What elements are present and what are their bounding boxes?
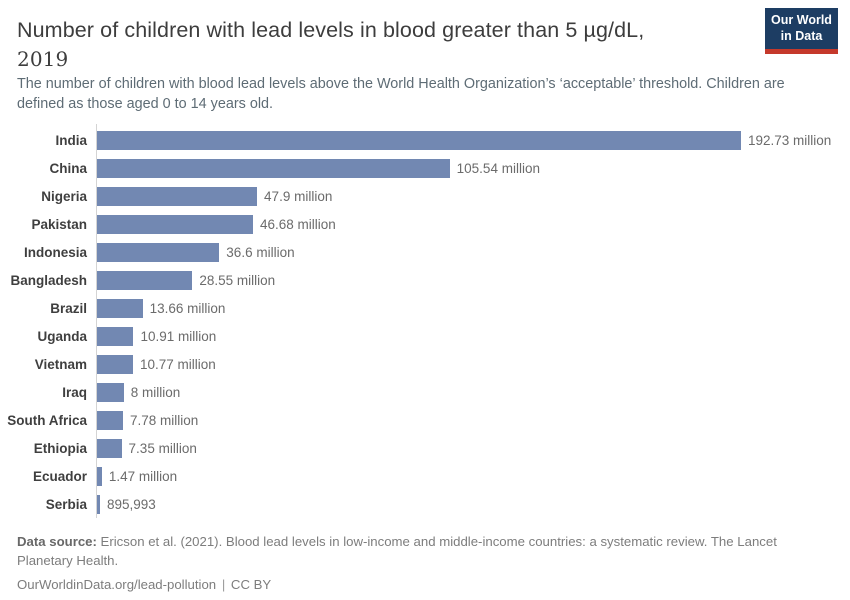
country-label: China [49,160,87,176]
value-label: 47.9 million [264,188,333,204]
bar [97,130,741,150]
value-label: 895,993 [106,496,156,512]
value-label: 36.6 million [226,244,295,260]
bar-track: 47.9 million [97,182,741,210]
bar-row: Uganda 10.91 million [0,322,850,350]
bar-row: Iraq 8 million [0,378,850,406]
value-label: 8 million [130,384,181,400]
chart-footer: Data source: Ericson et al. (2021). Bloo… [17,533,823,595]
bar-track: 192.73 million [97,126,831,154]
footer-tagline: OurWorldinData.org/lead-pollution | CC B… [17,576,823,595]
data-source-text: Ericson et al. (2021). Blood lead levels… [17,534,777,568]
value-label: 28.55 million [199,272,276,288]
bar-track: 7.35 million [97,434,741,462]
bar-track: 13.66 million [97,294,741,322]
bar-chart: India 192.73 million China 105.54 million Ni… [0,126,850,518]
bar [97,410,123,430]
bar-row: Brazil 13.66 million [0,294,850,322]
bar-row: China 105.54 million [0,154,850,182]
value-label: 7.35 million [128,440,197,456]
bar [97,382,124,402]
chart-title-year: 2019 [17,47,69,71]
bar-row: South Africa 7.78 million [0,406,850,434]
bar-track: 1.47 million [97,462,741,490]
bar-track: 105.54 million [97,154,741,182]
bar-track: 8 million [97,378,741,406]
y-axis-line [96,124,97,518]
value-label: 10.77 million [139,356,216,372]
country-label: Ecuador [32,468,87,484]
country-label: South Africa [7,412,87,428]
bar [97,494,100,514]
bar [97,326,134,346]
bar [97,270,193,290]
bar [97,186,258,206]
bar-track: 28.55 million [97,266,741,294]
chart-title: Number of children with lead levels in b… [17,16,747,74]
bar-row: Ecuador 1.47 million [0,462,850,490]
bar-track: 10.91 million [97,322,741,350]
country-label: Uganda [37,328,87,344]
owid-logo[interactable]: Our World in Data [765,8,838,54]
bar-row: Nigeria 47.9 million [0,182,850,210]
country-label: Pakistan [31,216,87,232]
country-label: Serbia [45,496,87,512]
country-label: Vietnam [34,356,87,372]
value-label: 1.47 million [108,468,178,484]
owid-logo-line1: Our World [771,12,832,27]
data-source-note: Data source: Ericson et al. (2021). Bloo… [17,533,823,570]
bar-track: 10.77 million [97,350,741,378]
bar-row: Pakistan 46.68 million [0,210,850,238]
chart-subtitle: The number of children with blood lead l… [17,76,785,113]
country-label: Indonesia [23,244,87,260]
bar-track: 36.6 million [97,238,741,266]
bar [97,438,122,458]
value-label: 105.54 million [456,160,540,176]
country-label: Bangladesh [10,272,87,288]
value-label: 46.68 million [259,216,336,232]
owid-logo-line2: in Data [780,28,823,43]
country-label: Brazil [50,300,87,316]
owid-link[interactable]: OurWorldinData.org/lead-pollution [17,577,217,593]
country-label: Ethiopia [33,440,87,456]
bar-row: Serbia 895,993 [0,490,850,518]
country-label: Iraq [62,384,87,400]
bar-row: Indonesia 36.6 million [0,238,850,266]
bar [97,242,220,262]
license-label[interactable]: CC BY [230,577,272,593]
bar [97,298,143,318]
footer-separator: | [221,577,226,593]
value-label: 10.91 million [140,328,217,344]
bar-track: 895,993 [97,490,741,518]
bar [97,466,102,486]
bar-row: India 192.73 million [0,126,850,154]
bar-row: Vietnam 10.77 million [0,350,850,378]
data-source-label: Data source: [17,534,97,549]
chart-title-line1: Number of children with lead levels in b… [17,18,645,42]
bar [97,214,253,234]
value-label: 7.78 million [129,412,199,428]
country-label: India [55,132,87,148]
bar [97,158,450,178]
value-label: 13.66 million [149,300,226,316]
bar-track: 46.68 million [97,210,741,238]
country-label: Nigeria [41,188,87,204]
bar-row: Ethiopia 7.35 million [0,434,850,462]
bar [97,354,133,374]
bar-track: 7.78 million [97,406,741,434]
bar-row: Bangladesh 28.55 million [0,266,850,294]
value-label: 192.73 million [748,132,832,148]
